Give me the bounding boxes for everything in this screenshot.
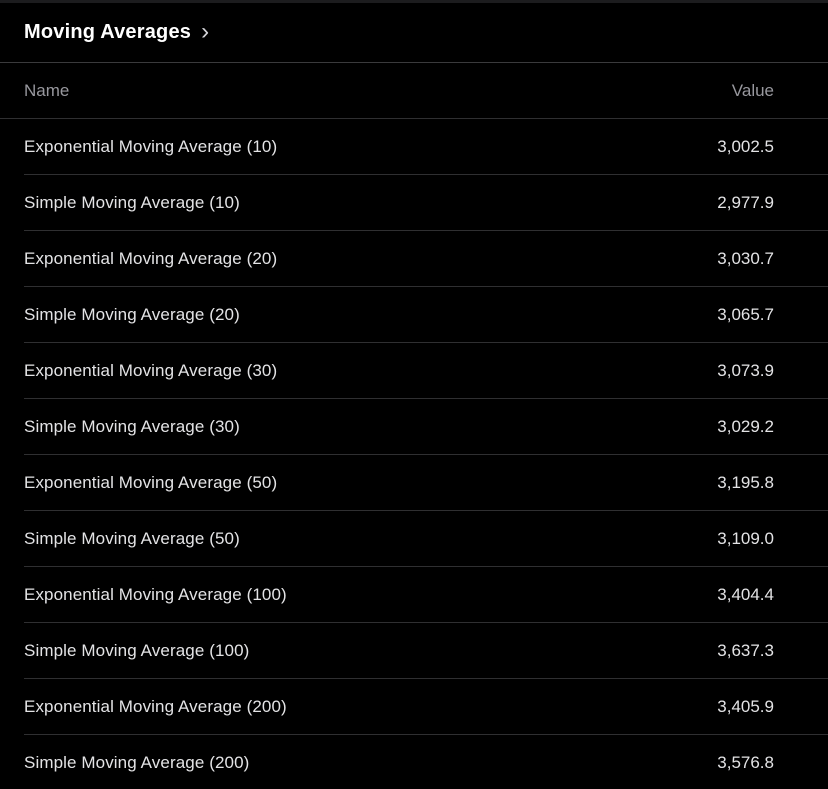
indicator-value: 3,576.8 bbox=[717, 753, 774, 772]
column-header-value: Value bbox=[731, 80, 774, 100]
indicator-value: 3,073.9 bbox=[717, 360, 774, 380]
indicator-value: 3,030.7 bbox=[717, 248, 774, 268]
indicator-name: Exponential Moving Average (200) bbox=[24, 696, 287, 716]
indicator-value: 3,029.2 bbox=[717, 416, 774, 436]
indicator-name: Exponential Moving Average (30) bbox=[24, 360, 278, 380]
table-row: Exponential Moving Average (10) 3,002.5 bbox=[24, 119, 828, 175]
table-row: Simple Moving Average (30) 3,029.2 bbox=[24, 399, 828, 455]
table-row: Exponential Moving Average (100) 3,404.4 bbox=[24, 567, 828, 623]
indicator-name: Simple Moving Average (100) bbox=[24, 640, 250, 660]
table-row: Simple Moving Average (200) 3,576.8 bbox=[24, 735, 828, 789]
page-title: Moving Averages bbox=[24, 21, 192, 43]
indicator-value: 3,404.4 bbox=[717, 584, 774, 604]
table-row: Exponential Moving Average (200) 3,405.9 bbox=[24, 679, 828, 735]
top-edge-divider bbox=[0, 0, 828, 3]
indicator-name: Exponential Moving Average (100) bbox=[24, 584, 287, 604]
indicator-name: Simple Moving Average (50) bbox=[24, 528, 240, 548]
indicator-name: Exponential Moving Average (20) bbox=[24, 248, 278, 268]
indicator-value: 3,065.7 bbox=[717, 304, 774, 324]
indicator-value: 3,109.0 bbox=[717, 528, 774, 548]
indicator-name: Simple Moving Average (30) bbox=[24, 416, 240, 436]
table-row: Exponential Moving Average (20) 3,030.7 bbox=[24, 231, 828, 287]
table-row: Simple Moving Average (50) 3,109.0 bbox=[24, 511, 828, 567]
indicator-name: Simple Moving Average (200) bbox=[24, 753, 250, 772]
chevron-right-icon: › bbox=[201, 17, 210, 45]
table-body: Exponential Moving Average (10) 3,002.5 … bbox=[24, 119, 828, 789]
indicator-name: Exponential Moving Average (10) bbox=[24, 136, 278, 156]
table-row: Exponential Moving Average (50) 3,195.8 bbox=[24, 455, 828, 511]
indicator-name: Exponential Moving Average (50) bbox=[24, 472, 278, 492]
table-column-header: Name Value bbox=[0, 63, 828, 119]
indicator-value: 3,405.9 bbox=[717, 696, 774, 716]
column-header-name: Name bbox=[24, 80, 70, 100]
section-header-link[interactable]: Moving Averages › bbox=[0, 3, 828, 63]
table-row: Exponential Moving Average (30) 3,073.9 bbox=[24, 343, 828, 399]
indicator-name: Simple Moving Average (10) bbox=[24, 192, 240, 212]
indicator-value: 3,195.8 bbox=[717, 472, 774, 492]
indicator-value: 2,977.9 bbox=[717, 192, 774, 212]
indicator-name: Simple Moving Average (20) bbox=[24, 304, 240, 324]
indicator-value: 3,002.5 bbox=[717, 136, 774, 156]
table-row: Simple Moving Average (20) 3,065.7 bbox=[24, 287, 828, 343]
table-row: Simple Moving Average (10) 2,977.9 bbox=[24, 175, 828, 231]
indicator-value: 3,637.3 bbox=[717, 640, 774, 660]
table-row: Simple Moving Average (100) 3,637.3 bbox=[24, 623, 828, 679]
